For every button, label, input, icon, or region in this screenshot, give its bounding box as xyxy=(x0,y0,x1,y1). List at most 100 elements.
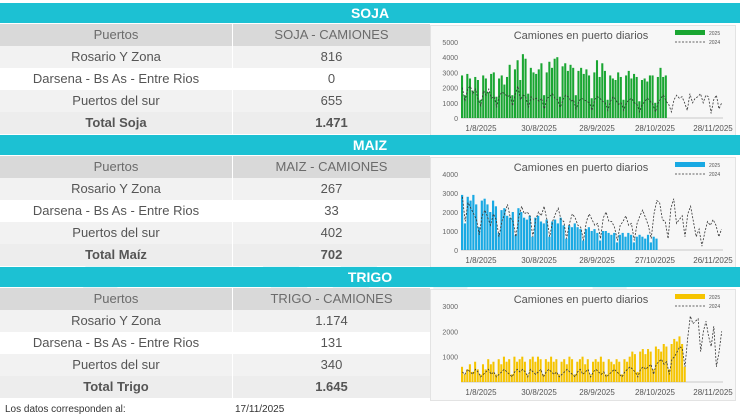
table-header: Puertos MAIZ - CAMIONES xyxy=(0,156,430,178)
bar xyxy=(550,67,554,118)
table-row: Rosario Y Zona 816 xyxy=(0,46,430,68)
bar xyxy=(625,75,628,118)
bar xyxy=(646,81,649,118)
column-header-ports: Puertos xyxy=(0,288,232,310)
bar xyxy=(511,212,514,250)
chart-title: Camiones en puerto diarios xyxy=(514,162,649,174)
bar xyxy=(548,236,551,250)
table-row: Darsena - Bs As - Entre Rios 131 xyxy=(0,332,430,354)
bar xyxy=(566,70,569,118)
bar xyxy=(461,194,464,250)
bar xyxy=(553,58,556,118)
bar xyxy=(609,75,612,118)
legend-label-2025: 2025 xyxy=(709,163,720,169)
bar xyxy=(542,374,545,382)
bar xyxy=(582,240,585,250)
bar xyxy=(624,236,627,250)
bar xyxy=(508,217,512,250)
bar xyxy=(529,67,532,118)
chart-svg: Camiones en puerto diarios 0 1000 2000 3000 4… xyxy=(442,30,733,133)
bar xyxy=(476,369,479,382)
bar xyxy=(618,361,621,382)
bar xyxy=(644,238,647,250)
bar xyxy=(635,236,638,250)
bar xyxy=(539,359,542,382)
bar xyxy=(505,76,509,118)
bar xyxy=(617,72,620,118)
truck-count: 340 xyxy=(233,354,430,376)
bar xyxy=(506,215,509,250)
bar xyxy=(560,361,563,382)
truck-count: 1.174 xyxy=(233,310,430,332)
bar xyxy=(540,63,543,118)
bar xyxy=(527,93,530,118)
bar xyxy=(511,95,514,118)
bar xyxy=(569,64,572,118)
bar xyxy=(590,98,593,118)
legend-swatch-2025 xyxy=(675,30,705,35)
bar xyxy=(474,361,477,382)
x-tick-label: 28/9/2025 xyxy=(579,124,615,133)
port-name: Puertos del sur xyxy=(0,222,232,244)
truck-count: 655 xyxy=(233,90,430,112)
bar xyxy=(623,359,626,382)
bar xyxy=(588,75,591,118)
bar xyxy=(578,359,581,382)
bar xyxy=(573,223,576,250)
bar xyxy=(641,349,644,382)
table-row: Puertos del sur 655 xyxy=(0,90,430,112)
total-value: 1.471 xyxy=(233,112,430,134)
bar xyxy=(577,70,580,118)
y-tick-label: 0 xyxy=(454,248,458,255)
series-line-2024 xyxy=(462,315,723,378)
bar xyxy=(505,361,508,382)
legend-swatch-2025 xyxy=(675,162,705,167)
legend-label-2025: 2025 xyxy=(709,31,720,37)
bar xyxy=(644,354,647,382)
bar xyxy=(585,69,588,118)
bar xyxy=(589,374,592,382)
bar xyxy=(604,231,607,250)
bar xyxy=(477,227,481,250)
x-tick-label: 30/8/2025 xyxy=(521,256,557,265)
bar xyxy=(632,242,636,250)
bar xyxy=(503,208,506,250)
column-header-ports: Puertos xyxy=(0,156,232,178)
table-header: Puertos SOJA - CAMIONES xyxy=(0,24,430,46)
bar xyxy=(606,99,609,118)
port-name: Darsena - Bs As - Entre Rios xyxy=(0,332,232,354)
bar xyxy=(584,364,587,382)
bar xyxy=(484,78,487,118)
bar xyxy=(524,58,527,118)
bar xyxy=(652,369,655,382)
bar xyxy=(641,236,644,250)
bar xyxy=(621,232,624,250)
bar xyxy=(649,242,652,250)
bar xyxy=(622,99,625,118)
x-tick-label: 28/10/2025 xyxy=(635,388,676,397)
bar xyxy=(590,231,593,250)
bar xyxy=(610,361,613,382)
bar xyxy=(520,212,523,250)
bar xyxy=(475,204,478,250)
bar xyxy=(461,366,464,382)
bar xyxy=(630,234,633,250)
bar xyxy=(545,72,548,118)
bar xyxy=(643,78,646,118)
series-line-2024 xyxy=(462,196,722,247)
x-tick-label: 28/11/2025 xyxy=(693,124,733,133)
truck-count: 131 xyxy=(233,332,430,354)
bar xyxy=(597,361,600,382)
bar xyxy=(491,200,495,250)
bar xyxy=(654,346,657,382)
bar xyxy=(558,96,561,118)
chart-svg: Camiones en puerto diarios 1000 2000 3000 1/… xyxy=(442,294,733,397)
bar xyxy=(659,67,662,118)
bar xyxy=(599,356,602,382)
y-tick-label: 5000 xyxy=(442,40,458,47)
bar xyxy=(483,198,486,250)
bar xyxy=(678,336,681,382)
port-name: Rosario Y Zona xyxy=(0,310,232,332)
total-value: 1.645 xyxy=(233,376,430,398)
bar xyxy=(503,84,506,118)
